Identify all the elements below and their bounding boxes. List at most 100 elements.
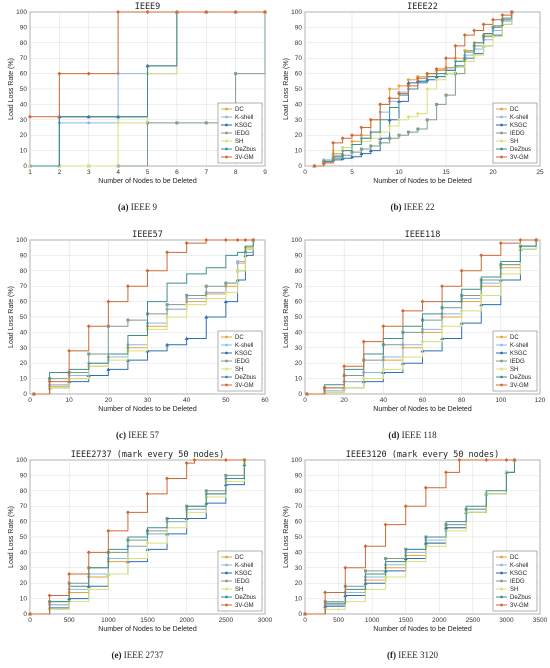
data-point <box>175 121 179 125</box>
y-tick-label: 90 <box>295 472 303 479</box>
y-axis-label: Load Loss Rate (%) <box>283 506 290 568</box>
x-tick-label: 0 <box>303 169 307 176</box>
y-tick-label: 40 <box>295 549 303 556</box>
x-tick-label: 10 <box>395 169 403 176</box>
legend-marker <box>225 107 228 111</box>
y-tick-label: 80 <box>20 488 28 495</box>
caption-label: (a) <box>118 202 129 212</box>
data-point <box>350 133 354 138</box>
x-tick-label: 0 <box>303 397 307 404</box>
legend-entry: K-shell <box>235 343 253 349</box>
legend-entry: DeZbus <box>510 595 531 601</box>
data-point <box>47 593 52 598</box>
y-tick-label: 60 <box>20 519 28 526</box>
y-tick-label: 90 <box>295 24 303 31</box>
series-line-3v-gm <box>33 239 254 395</box>
y-axis-label: Load Loss Rate (%) <box>283 58 290 120</box>
legend-entry: K-shell <box>235 115 253 121</box>
data-point <box>518 238 523 242</box>
x-tick-label: 9 <box>263 169 267 176</box>
legend-marker <box>225 351 228 355</box>
chart-title: IEEE3120 (mark every 50 nodes) <box>346 450 500 460</box>
y-tick-label: 40 <box>20 329 28 336</box>
legend-entry: 3V-GM <box>510 155 529 161</box>
series-line-dezbus <box>314 12 513 167</box>
data-point <box>86 324 91 329</box>
data-point <box>512 458 517 462</box>
data-point <box>204 238 209 242</box>
chart-caption: (e) IEEE 2737 <box>0 650 275 660</box>
y-tick-label: 0 <box>23 611 27 618</box>
data-point <box>204 284 208 288</box>
data-point <box>434 66 439 71</box>
legend-entry: DeZbus <box>510 375 531 381</box>
series-line-3v-gm <box>305 459 515 615</box>
data-point <box>331 140 336 145</box>
legend-marker <box>500 587 503 591</box>
y-tick-label: 50 <box>295 86 303 93</box>
data-point <box>368 117 373 122</box>
legend-entry: K-shell <box>510 115 528 121</box>
y-tick-label: 70 <box>295 503 303 510</box>
data-point <box>484 458 489 462</box>
legend-entry: IEDG <box>235 131 250 137</box>
legend-entry: IEDG <box>510 579 525 585</box>
data-point <box>242 458 247 462</box>
legend-marker <box>500 383 503 387</box>
legend-marker <box>500 579 503 583</box>
legend-entry: IEDG <box>510 131 525 137</box>
data-point <box>460 309 464 313</box>
x-tick-label: 500 <box>64 617 75 624</box>
x-tick-label: 10 <box>66 397 74 404</box>
legend: DC K-shell KSGC IEDG SH DeZbus 3V-GM <box>217 550 263 612</box>
caption-label: (d) <box>388 430 400 440</box>
data-point <box>383 522 388 527</box>
chart-panel: 0 20 40 60 80 100 120 0 10 20 30 40 50 60 70 80 90 100 IEE… <box>275 228 550 448</box>
x-tick-label: 4 <box>116 169 120 176</box>
chart-caption: (c) IEEE 57 <box>0 430 275 440</box>
data-point <box>204 121 208 125</box>
y-tick-label: 60 <box>20 299 28 306</box>
data-point <box>479 253 484 258</box>
y-tick-label: 100 <box>16 9 27 16</box>
x-tick-label: 7 <box>204 169 208 176</box>
x-tick-label: 40 <box>380 397 388 404</box>
legend-marker <box>500 155 503 159</box>
data-point <box>322 385 327 390</box>
legend-marker <box>500 351 503 355</box>
data-point <box>86 71 91 76</box>
legend-marker <box>500 147 503 151</box>
y-tick-label: 30 <box>295 565 303 572</box>
y-tick-label: 30 <box>20 345 28 352</box>
data-point <box>444 56 448 61</box>
legend-marker <box>225 335 228 339</box>
legend-marker <box>225 343 228 347</box>
legend-marker <box>500 131 503 135</box>
y-tick-label: 50 <box>20 314 28 321</box>
y-tick-label: 10 <box>20 596 28 603</box>
data-point <box>416 127 420 131</box>
data-point <box>223 458 228 462</box>
legend-marker <box>225 579 228 583</box>
data-point <box>381 324 386 329</box>
data-point <box>491 35 495 39</box>
x-tick-label: 30 <box>144 397 152 404</box>
data-point <box>223 299 228 304</box>
data-point <box>479 293 483 297</box>
legend-entry: SH <box>235 367 243 373</box>
caption-text: IEEE 22 <box>401 202 435 212</box>
legend-marker <box>500 595 503 599</box>
legend-marker <box>225 603 228 607</box>
data-point <box>106 299 111 304</box>
data-point <box>440 324 444 328</box>
data-point <box>425 118 429 122</box>
data-point <box>444 470 448 475</box>
data-point <box>444 93 448 97</box>
legend-marker <box>225 131 228 135</box>
legend-entry: K-shell <box>235 563 253 569</box>
data-point <box>303 612 307 616</box>
legend-entry: DC <box>510 335 519 341</box>
legend-marker <box>225 571 228 575</box>
chart-caption: (a) IEEE 9 <box>0 202 275 212</box>
